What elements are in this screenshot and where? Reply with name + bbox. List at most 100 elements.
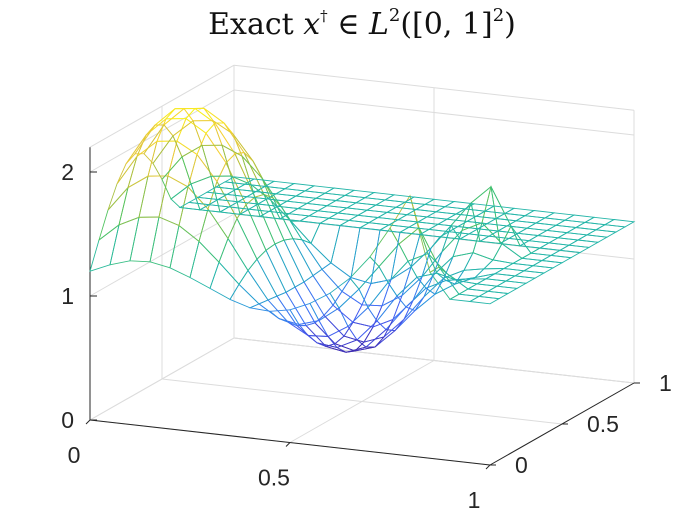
surface-cell — [330, 225, 361, 279]
surface-cell — [423, 256, 454, 298]
surface-cell — [307, 210, 340, 219]
surface-cell — [456, 220, 489, 230]
surface-cell — [385, 206, 418, 216]
surface-cell — [292, 238, 323, 277]
surface-cell — [457, 288, 490, 297]
surface-cell — [205, 122, 236, 164]
surface-cell — [527, 235, 560, 244]
surface-cell — [310, 222, 341, 264]
x-tick-mark — [285, 442, 291, 447]
surface-cell — [372, 294, 403, 328]
surface-cell — [305, 197, 338, 207]
surface-cell — [274, 188, 307, 197]
surface-cell — [511, 257, 544, 267]
surface-cell — [285, 195, 318, 204]
surface-cell — [265, 243, 296, 293]
x-tick-mark — [485, 464, 491, 470]
surface-cell — [134, 124, 165, 155]
surface-cell — [403, 275, 434, 320]
surface-cell — [477, 290, 510, 300]
surface-cell — [565, 227, 598, 236]
surface-cell — [296, 202, 329, 212]
surface-cell — [169, 224, 200, 279]
surface-cell — [405, 209, 438, 218]
surface-cell — [294, 190, 327, 199]
surface-cell — [594, 224, 627, 233]
surface-cell — [494, 212, 527, 222]
surface-cell — [514, 215, 547, 224]
surface-cell — [394, 201, 427, 210]
surface-cell — [238, 269, 269, 305]
z-tick-label: 1 — [61, 283, 74, 309]
surface-cell — [585, 229, 618, 238]
surface-cell — [556, 232, 589, 241]
surface-cell — [343, 321, 374, 343]
surface-cell — [502, 262, 535, 272]
surface-cell — [543, 212, 576, 221]
surface-cell — [325, 200, 358, 209]
surface-cell — [427, 223, 460, 233]
surface-cell — [178, 185, 209, 243]
surface-cell — [603, 219, 636, 228]
surface-cell — [287, 208, 320, 217]
surface-cell — [334, 194, 367, 204]
surface-cell — [522, 265, 555, 274]
floor-gridline-y — [161, 378, 563, 425]
surface-cell — [172, 120, 203, 158]
surface-cell — [303, 185, 336, 194]
surface-cell — [525, 222, 558, 231]
surface-cell — [367, 217, 400, 226]
wall-gridline-z-left — [89, 337, 235, 421]
surface-cell — [223, 176, 256, 185]
surface-cell — [423, 198, 456, 208]
surface-cell — [365, 204, 398, 213]
surface-cell — [305, 322, 336, 347]
surface-cell — [545, 224, 578, 234]
surface-cell — [227, 217, 258, 272]
surface-cell — [503, 207, 536, 217]
surface-cell — [507, 232, 540, 242]
surface-cell — [176, 117, 207, 156]
surface-cell — [153, 108, 186, 126]
surface-cell — [536, 229, 569, 239]
surface-cell — [396, 214, 429, 223]
surface-cell — [276, 200, 309, 209]
surface-cell — [107, 156, 138, 211]
surface-cell — [416, 216, 449, 225]
surface-cell — [283, 238, 314, 283]
z-tick-label: 0 — [61, 407, 74, 433]
surface-cell — [567, 239, 600, 248]
surface-cell — [283, 183, 316, 192]
surface-cell — [534, 217, 567, 226]
surface-cell — [486, 285, 519, 294]
surface-cell — [167, 140, 198, 188]
surface-cell — [303, 274, 334, 317]
surface-cell — [495, 280, 528, 289]
y-tick-label: 0 — [515, 452, 528, 478]
y-tick-label: 0.5 — [587, 411, 619, 437]
surface-cell — [466, 283, 499, 292]
surface-cell — [516, 227, 549, 236]
wall-gridline-z-left — [89, 89, 235, 173]
surface-cell — [540, 254, 573, 264]
surface-cell — [434, 206, 467, 215]
surface-cell — [492, 243, 523, 264]
surface-cell — [374, 199, 407, 208]
surface-cell — [300, 238, 332, 270]
wall-gridline-z-back — [233, 337, 635, 384]
wireframe-surface — [89, 107, 636, 353]
surface-cell — [485, 218, 518, 227]
surface-cell — [475, 278, 508, 287]
surface-cell — [345, 202, 378, 211]
tick-labels: 0 0.5 1 0 0.5 1 0 1 2 — [61, 159, 672, 513]
surface-cell — [414, 203, 447, 213]
surface-cell — [474, 210, 507, 219]
surface-cell — [563, 214, 596, 223]
surface-cell — [256, 249, 287, 297]
surface-cell — [109, 216, 140, 266]
surface-cell — [316, 205, 349, 214]
surface-cell — [520, 252, 553, 261]
surface-cell — [476, 223, 509, 232]
surface-cell — [385, 306, 416, 332]
surface-cell — [314, 192, 347, 201]
